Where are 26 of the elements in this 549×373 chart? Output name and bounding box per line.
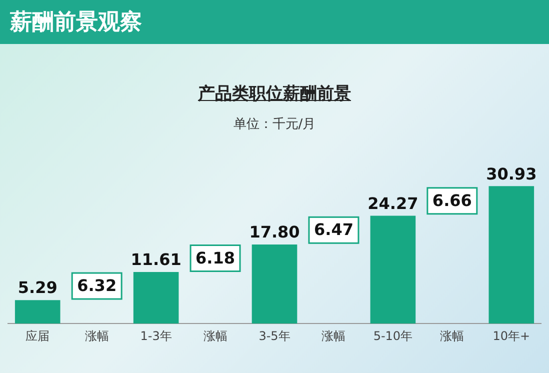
text: 单位：千元/月 (232, 116, 317, 133)
x-tick-label: 涨幅 (322, 328, 346, 343)
data-label: 11.61 (130, 250, 182, 270)
annotation: 6.18 (196, 248, 236, 268)
annotation: 6.47 (314, 220, 354, 240)
x-tick-label: 10年+ (492, 328, 530, 343)
bar (14, 300, 60, 324)
x-tick-label: 3-5年 (258, 328, 290, 343)
bar (488, 186, 534, 324)
data-label: 24.27 (368, 194, 418, 213)
data-label: 30.93 (486, 164, 537, 184)
data-label: 5.29 (18, 278, 58, 298)
x-tick-label: 5-10年 (373, 328, 413, 343)
annotation: 6.66 (432, 191, 472, 210)
bar (133, 272, 179, 324)
x-tick-label: 涨幅 (203, 328, 228, 343)
bar (252, 244, 298, 324)
chart-title: 薪酬前景观察 (10, 8, 142, 37)
annotation: 6.32 (77, 276, 117, 296)
chart-subtitle: 产品类职位薪酬前景 (196, 83, 352, 105)
x-tick-label: 1-3年 (140, 328, 172, 343)
data-label: 17.80 (249, 222, 300, 242)
x-tick-label: 应届 (26, 328, 50, 343)
x-tick-label: 涨幅 (440, 328, 464, 343)
x-tick-label: 涨幅 (84, 328, 109, 343)
bar (370, 216, 416, 324)
